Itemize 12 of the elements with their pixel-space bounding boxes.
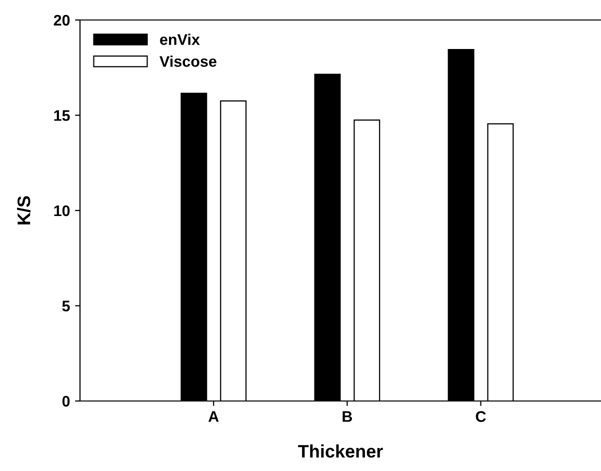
y-tick-label: 10 — [54, 205, 70, 216]
y-tick-label: 15 — [54, 110, 70, 121]
x-tick-label: C — [476, 411, 486, 422]
y-tick-label: 20 — [54, 14, 70, 26]
x-tick-label: A — [208, 411, 219, 422]
x-axis-title: Thickener — [298, 444, 383, 458]
y-tick-label: 0 — [62, 396, 70, 407]
legend-label: Viscose — [160, 56, 216, 67]
y-tick-label: 5 — [62, 300, 70, 312]
x-tick-label: B — [342, 411, 352, 422]
legend-label: enVix — [160, 34, 200, 45]
y-axis-title: K/S — [17, 196, 30, 224]
